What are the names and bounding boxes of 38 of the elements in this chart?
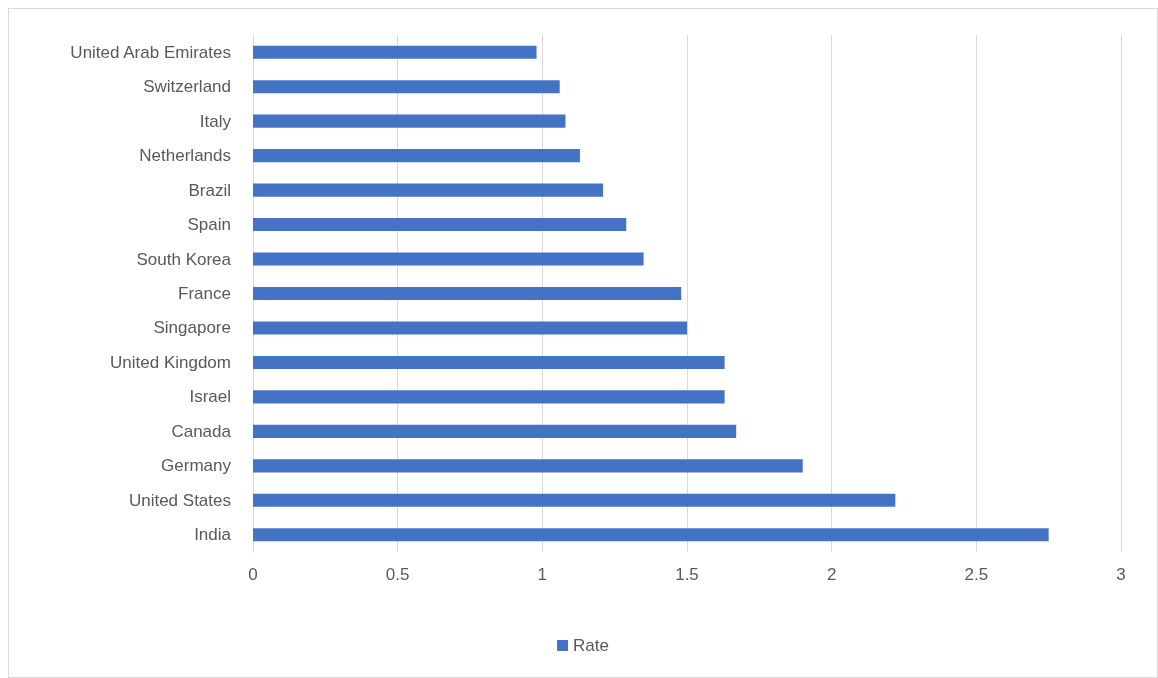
y-tick-label: South Korea	[136, 249, 232, 269]
bar	[253, 459, 803, 473]
bar	[253, 114, 566, 128]
x-tick-label: 3	[1116, 565, 1126, 584]
y-tick-label: Switzerland	[143, 77, 231, 97]
bar	[253, 252, 644, 266]
y-tick-label: Israel	[189, 387, 231, 407]
y-tick-label: India	[194, 525, 232, 545]
y-tick-label: Canada	[171, 421, 232, 441]
bar	[253, 149, 580, 163]
bar	[253, 183, 604, 197]
y-tick-label: Spain	[187, 215, 231, 235]
bar	[253, 493, 896, 507]
bar	[253, 45, 537, 59]
y-tick-label: United States	[128, 490, 231, 510]
bar	[253, 80, 560, 94]
y-tick-label: United Arab Emirates	[70, 42, 231, 62]
bar	[253, 321, 687, 335]
x-tick-label: 0.5	[385, 565, 410, 584]
y-tick-label: United Kingdom	[110, 352, 231, 372]
bar	[253, 355, 725, 369]
y-tick-label: Germany	[161, 456, 232, 476]
y-tick-label: Netherlands	[139, 146, 231, 166]
y-tick-label: France	[178, 284, 231, 303]
y-tick-label: Brazil	[188, 180, 231, 200]
y-tick-label: Singapore	[153, 318, 231, 338]
y-tick-label: Italy	[199, 111, 232, 131]
bar	[253, 528, 1049, 542]
bar	[253, 390, 725, 404]
x-tick-label: 0	[248, 565, 258, 584]
x-tick-label: 1.5	[675, 565, 699, 584]
bar	[253, 424, 737, 438]
x-tick-label: 2.5	[964, 565, 989, 584]
x-tick-label: 2	[826, 565, 837, 584]
x-tick-label: 1	[537, 565, 548, 584]
bar	[253, 286, 682, 301]
legend-label: Rate	[573, 636, 609, 655]
bar	[253, 218, 627, 232]
